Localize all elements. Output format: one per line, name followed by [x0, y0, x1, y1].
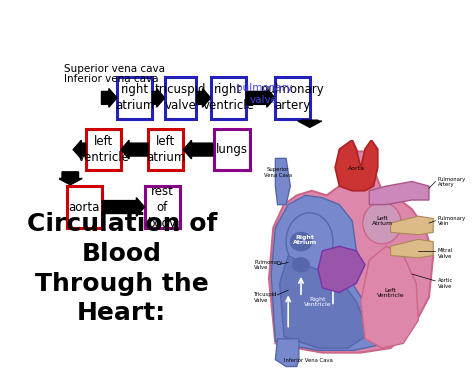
Text: pulmonary
valve: pulmonary valve	[236, 83, 292, 105]
Text: Left
Atrium: Left Atrium	[372, 216, 392, 226]
FancyArrow shape	[246, 88, 275, 107]
FancyBboxPatch shape	[117, 77, 152, 119]
FancyBboxPatch shape	[145, 186, 180, 228]
Text: Inferior Vena Cava: Inferior Vena Cava	[284, 358, 333, 363]
Text: Aortic
Valve: Aortic Valve	[438, 279, 453, 289]
Polygon shape	[275, 159, 290, 205]
Polygon shape	[269, 151, 433, 352]
Text: left
ventricle: left ventricle	[77, 135, 129, 164]
Polygon shape	[271, 195, 386, 350]
FancyArrow shape	[102, 198, 145, 216]
FancyArrow shape	[58, 172, 82, 185]
Polygon shape	[318, 246, 365, 292]
Text: Superior
Vena Cava: Superior Vena Cava	[264, 167, 292, 178]
Text: Tricuspid
Valve: Tricuspid Valve	[254, 292, 278, 303]
FancyBboxPatch shape	[213, 129, 250, 170]
Text: aorta: aorta	[69, 201, 100, 213]
Ellipse shape	[363, 202, 401, 244]
Text: Pulmonary
Artery: Pulmonary Artery	[438, 177, 466, 187]
Text: lungs: lungs	[216, 143, 248, 156]
Text: right
atrium: right atrium	[115, 84, 154, 112]
Ellipse shape	[290, 232, 312, 251]
Text: Mitral
Valve: Mitral Valve	[438, 248, 453, 259]
Text: right
ventricle: right ventricle	[202, 84, 254, 112]
Text: Pulmonary
Valve: Pulmonary Valve	[254, 260, 283, 270]
FancyArrow shape	[153, 88, 164, 107]
Polygon shape	[391, 216, 433, 235]
Text: Right
Ventricle: Right Ventricle	[304, 297, 332, 307]
FancyBboxPatch shape	[211, 77, 246, 119]
Text: rest
of
body: rest of body	[147, 185, 177, 229]
FancyArrow shape	[183, 140, 213, 159]
Polygon shape	[391, 239, 433, 258]
Polygon shape	[369, 182, 429, 205]
Text: Right
Atrium: Right Atrium	[293, 235, 318, 245]
FancyBboxPatch shape	[86, 129, 121, 170]
Ellipse shape	[286, 213, 333, 270]
Polygon shape	[275, 339, 299, 367]
Text: Superior vena cava: Superior vena cava	[64, 64, 164, 74]
Text: left
atrium: left atrium	[146, 135, 185, 164]
Ellipse shape	[292, 258, 310, 272]
FancyArrow shape	[101, 88, 117, 107]
Text: Circulation of
Blood
Through the
Heart:: Circulation of Blood Through the Heart:	[27, 212, 217, 325]
FancyArrow shape	[73, 140, 86, 159]
FancyBboxPatch shape	[148, 129, 183, 170]
Text: Aorta: Aorta	[348, 166, 365, 171]
Text: pulmonary
artery: pulmonary artery	[261, 84, 324, 112]
Text: tricuspid
valve: tricuspid valve	[155, 84, 206, 112]
FancyBboxPatch shape	[165, 77, 196, 119]
Polygon shape	[361, 246, 419, 348]
Text: Left
Ventricle: Left Ventricle	[377, 288, 404, 298]
FancyArrow shape	[121, 140, 148, 159]
Text: Inferior vena cava: Inferior vena cava	[64, 74, 158, 84]
Polygon shape	[280, 256, 369, 348]
FancyBboxPatch shape	[275, 77, 310, 119]
FancyArrow shape	[197, 88, 210, 107]
Text: Pulmonary
Vein: Pulmonary Vein	[438, 216, 466, 226]
FancyBboxPatch shape	[67, 186, 102, 228]
FancyArrow shape	[298, 120, 322, 127]
Polygon shape	[335, 140, 378, 191]
